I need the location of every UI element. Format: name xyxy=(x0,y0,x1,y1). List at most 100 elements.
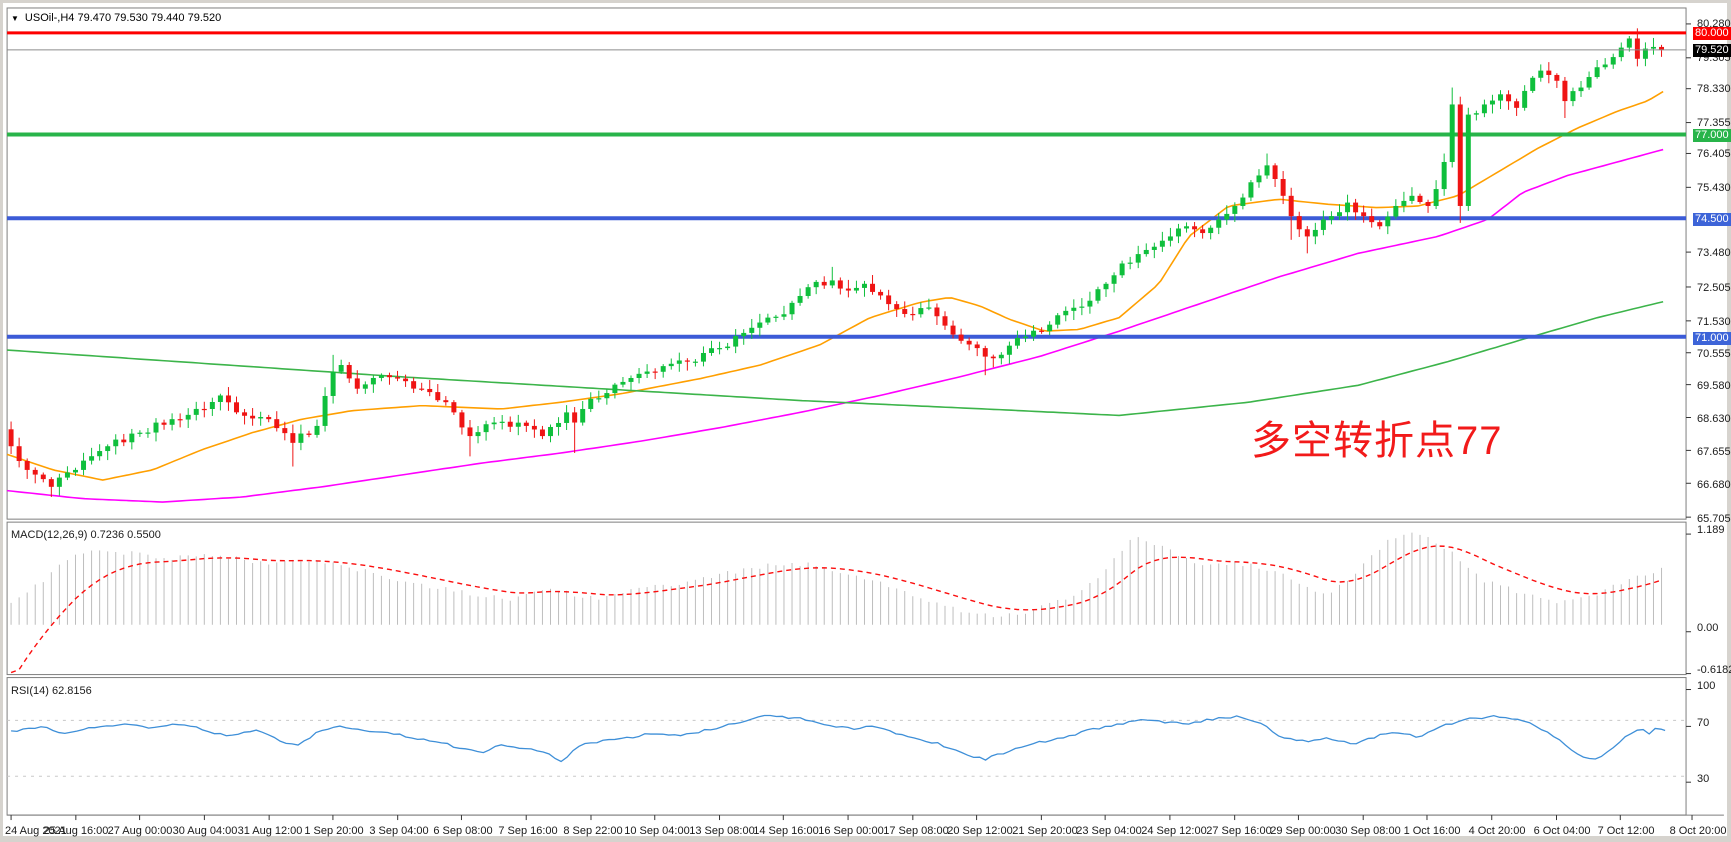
candle-body xyxy=(1441,161,1447,190)
candle-body xyxy=(1304,229,1310,237)
candle-body xyxy=(1151,246,1157,250)
candle-body xyxy=(845,288,851,291)
candle-body xyxy=(733,336,739,347)
candle-body xyxy=(483,424,489,433)
candle-body xyxy=(290,433,296,443)
candle-body xyxy=(531,425,537,430)
candle-body xyxy=(386,375,392,378)
candle-body xyxy=(700,352,706,362)
candle-body xyxy=(177,419,183,421)
candle-body xyxy=(765,317,771,323)
rsi-line xyxy=(11,714,1666,763)
candle-body xyxy=(1554,74,1560,81)
time-axis-label: 24 Aug 2021 xyxy=(5,825,67,837)
candle-body xyxy=(990,356,996,359)
candle-body xyxy=(1296,216,1302,230)
candle-body xyxy=(749,327,755,333)
macd-indicator-label: MACD(12,26,9) 0.7236 0.5500 xyxy=(11,529,161,541)
price-axis-label: 72.505 xyxy=(1697,282,1731,294)
candle-body xyxy=(1602,64,1608,68)
candle-body xyxy=(1522,90,1528,108)
candle-body xyxy=(330,371,336,396)
candle-body xyxy=(1248,182,1254,198)
symbol-ohlc-text: USOil-,H4 79.470 79.530 79.440 79.520 xyxy=(24,12,222,24)
candle-body xyxy=(451,402,457,413)
time-axis-label: 25 Aug 16:00 xyxy=(43,825,109,837)
time-axis-label: 16 Sep 00:00 xyxy=(818,825,884,837)
candle-body xyxy=(1401,200,1407,206)
candle-body xyxy=(1320,219,1326,230)
candle-body xyxy=(741,332,747,337)
candle-body xyxy=(1393,205,1399,217)
candle-body xyxy=(950,325,956,335)
candle-body xyxy=(105,446,111,452)
candle-body xyxy=(515,422,521,427)
candle-body xyxy=(1047,324,1053,332)
candle-body xyxy=(878,291,884,296)
candle-body xyxy=(427,388,433,393)
symbol-dropdown-icon[interactable]: ▼ xyxy=(11,14,19,23)
candle-body xyxy=(1031,330,1037,337)
candle-body xyxy=(1345,202,1351,213)
rsi-panel-frame xyxy=(6,677,1687,816)
candle-body xyxy=(1087,300,1093,307)
candle-body xyxy=(1055,315,1061,325)
candle-body xyxy=(1127,262,1133,264)
time-axis-label: 1 Oct 16:00 xyxy=(1403,825,1461,837)
candle-body xyxy=(459,412,465,428)
macd-signal-line xyxy=(10,545,1662,674)
candle-body xyxy=(596,398,602,400)
candle-body xyxy=(242,412,248,416)
time-axis-label: 29 Sep 00:00 xyxy=(1270,825,1336,837)
candle-body xyxy=(1465,114,1471,206)
candle-body xyxy=(403,378,409,382)
candle-body xyxy=(435,392,441,401)
candle-body xyxy=(1594,67,1600,78)
candle-body xyxy=(1417,195,1423,202)
candle-body xyxy=(411,381,417,389)
time-axis-label: 24 Sep 12:00 xyxy=(1141,825,1207,837)
candle-body xyxy=(338,365,344,372)
candle-body xyxy=(1224,213,1230,220)
candle-body xyxy=(757,322,763,328)
candle-body xyxy=(604,393,610,399)
candle-body xyxy=(676,360,682,364)
candle-body xyxy=(234,402,239,413)
time-axis-label: 30 Sep 08:00 xyxy=(1335,825,1401,837)
rsi-scale-label: 70 xyxy=(1697,717,1710,729)
candle-body xyxy=(1192,226,1198,230)
price-axis-label: 66.680 xyxy=(1697,479,1731,491)
candle-body xyxy=(523,422,529,426)
candle-body xyxy=(48,479,54,487)
candle-body xyxy=(129,433,135,443)
candle-body xyxy=(1538,70,1544,78)
candle-body xyxy=(861,283,867,288)
candle-body xyxy=(636,373,642,378)
candle-body xyxy=(1119,263,1125,276)
candle-body xyxy=(1353,202,1359,213)
time-axis-label: 30 Aug 04:00 xyxy=(172,825,238,837)
price-axis-badge: 77.000 xyxy=(1693,129,1731,142)
candle-body xyxy=(491,422,497,425)
candle-body xyxy=(419,388,425,390)
macd-scale-label: 0.00 xyxy=(1697,622,1719,634)
candle-body xyxy=(209,401,215,410)
candle-body xyxy=(169,419,175,425)
candle-body xyxy=(475,432,481,437)
chart-canvas[interactable] xyxy=(3,3,1727,836)
candle-body xyxy=(1159,240,1165,247)
candle-body xyxy=(1498,94,1504,101)
candle-body xyxy=(1425,201,1431,206)
candle-body xyxy=(72,469,78,473)
candle-body xyxy=(1377,222,1383,227)
candle-body xyxy=(539,429,545,437)
candle-body xyxy=(894,304,900,310)
candle-body xyxy=(137,432,143,434)
candle-body xyxy=(153,422,159,433)
time-axis-label: 27 Aug 00:00 xyxy=(107,825,173,837)
price-axis-label: 78.330 xyxy=(1697,83,1731,95)
candle-body xyxy=(853,287,859,291)
candle-body xyxy=(145,432,151,434)
rsi-scale-label: 30 xyxy=(1697,773,1710,785)
